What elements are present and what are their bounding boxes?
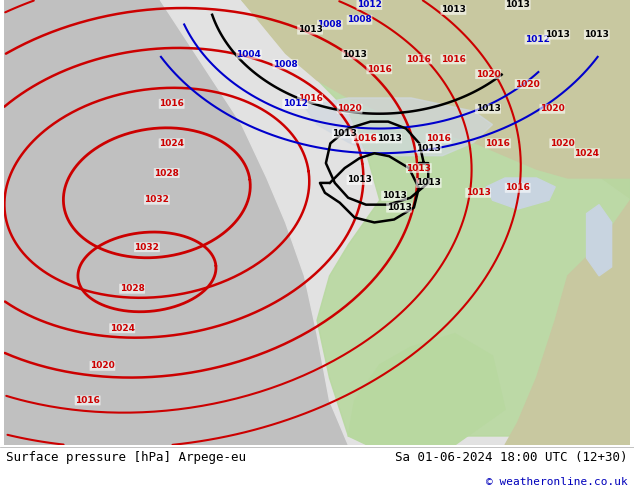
Text: 1012: 1012 [525, 35, 550, 44]
Text: 1020: 1020 [540, 104, 565, 113]
Text: © weatheronline.co.uk: © weatheronline.co.uk [486, 477, 628, 487]
Text: Surface pressure [hPa] Arpege-eu: Surface pressure [hPa] Arpege-eu [6, 451, 247, 464]
Text: 1016: 1016 [441, 55, 466, 64]
Text: 1013: 1013 [441, 5, 466, 14]
Text: 1013: 1013 [505, 0, 530, 9]
Text: 1013: 1013 [476, 104, 500, 113]
Text: 1016: 1016 [406, 55, 431, 64]
Text: 1024: 1024 [574, 149, 599, 158]
Text: 1013: 1013 [387, 203, 411, 212]
Text: 1028: 1028 [154, 169, 179, 177]
Text: 1020: 1020 [550, 139, 574, 148]
Text: 1013: 1013 [297, 25, 323, 34]
Text: 1013: 1013 [382, 191, 406, 200]
Text: 1013: 1013 [332, 129, 357, 138]
Polygon shape [4, 0, 443, 445]
Polygon shape [304, 98, 493, 156]
Text: 1004: 1004 [236, 50, 261, 59]
Text: 1012: 1012 [283, 99, 307, 108]
Text: 1013: 1013 [342, 50, 367, 59]
Text: 1024: 1024 [110, 324, 134, 333]
Text: 1020: 1020 [515, 79, 540, 89]
Text: 1016: 1016 [75, 396, 100, 405]
Text: 1013: 1013 [406, 164, 431, 172]
Text: 1012: 1012 [357, 0, 382, 9]
Text: 1013: 1013 [545, 30, 570, 39]
Text: 1024: 1024 [159, 139, 184, 148]
Text: 1020: 1020 [337, 104, 362, 113]
Text: 1013: 1013 [417, 144, 441, 153]
Text: 1016: 1016 [426, 134, 451, 143]
Text: 1013: 1013 [417, 178, 441, 187]
Text: 1016: 1016 [352, 134, 377, 143]
Polygon shape [505, 200, 630, 445]
Polygon shape [242, 0, 630, 178]
Polygon shape [348, 334, 505, 445]
Polygon shape [586, 205, 612, 276]
Text: 1013: 1013 [466, 188, 491, 197]
Text: Sa 01-06-2024 18:00 UTC (12+30): Sa 01-06-2024 18:00 UTC (12+30) [395, 451, 628, 464]
Text: 1008: 1008 [318, 20, 342, 29]
Text: 1016: 1016 [159, 99, 184, 108]
Polygon shape [242, 0, 630, 436]
Polygon shape [160, 0, 630, 445]
Text: 1020: 1020 [90, 361, 115, 370]
Text: 1020: 1020 [476, 70, 500, 79]
Text: 1008: 1008 [347, 15, 372, 24]
Text: 1013: 1013 [585, 30, 609, 39]
Polygon shape [486, 178, 555, 209]
Text: 1016: 1016 [486, 139, 510, 148]
Text: 1013: 1013 [347, 175, 372, 184]
Text: 1016: 1016 [367, 65, 392, 74]
Text: 1028: 1028 [120, 284, 145, 293]
Text: 1013: 1013 [377, 134, 401, 143]
Text: 1032: 1032 [145, 195, 169, 204]
Text: 1008: 1008 [273, 60, 298, 69]
Text: 1032: 1032 [134, 243, 159, 252]
Text: 1016: 1016 [297, 95, 323, 103]
Text: 1016: 1016 [505, 183, 530, 193]
